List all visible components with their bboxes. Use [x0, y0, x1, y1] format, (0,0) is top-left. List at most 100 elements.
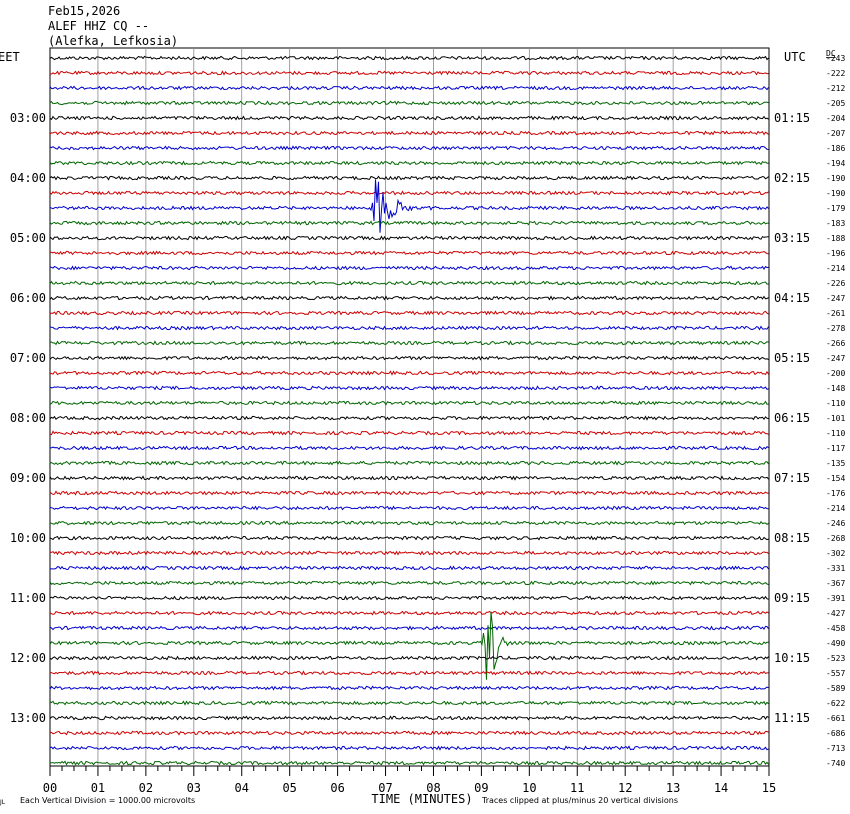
- trace-35: [49, 580, 769, 586]
- trace-41: [49, 670, 769, 676]
- trace-42: [49, 685, 769, 691]
- x-tick-label: 05: [282, 781, 296, 795]
- trace-17: [49, 310, 769, 316]
- dc-offset-label: -243: [826, 54, 845, 63]
- x-tick-label: 13: [666, 781, 680, 795]
- trace-38: [49, 625, 769, 631]
- left-hour-label: 11:00: [10, 591, 46, 605]
- trace-27: [49, 460, 769, 466]
- trace-1: [50, 70, 769, 76]
- trace-21: [49, 370, 769, 376]
- left-hour-label: 04:00: [10, 171, 46, 185]
- dc-offset-label: -148: [826, 384, 845, 393]
- trace-10: [49, 179, 769, 233]
- dc-offset-label: -523: [826, 654, 845, 663]
- right-hour-label: 11:15: [774, 711, 810, 725]
- trace-44: [49, 715, 769, 721]
- dc-offset-label: -589: [826, 684, 845, 693]
- dc-offset-label: -247: [826, 294, 845, 303]
- x-tick-label: 09: [474, 781, 488, 795]
- x-tick-label: 07: [378, 781, 392, 795]
- trace-20: [49, 355, 769, 361]
- header-date: Feb15,2026: [48, 4, 121, 18]
- dc-offset-label: -207: [826, 129, 845, 138]
- dc-offset-label: -179: [826, 204, 845, 213]
- right-hour-label: 05:15: [774, 351, 810, 365]
- trace-5: [49, 130, 769, 136]
- header-location: (Alefka, Lefkosia): [48, 34, 179, 48]
- dc-offset-label: -194: [826, 159, 845, 168]
- trace-15: [49, 280, 769, 286]
- dc-offset-label: -154: [826, 474, 845, 483]
- dc-offset-label: -204: [826, 114, 845, 123]
- left-hour-label: 09:00: [10, 471, 46, 485]
- dc-offset-label: -331: [826, 564, 845, 573]
- left-hour-label: 06:00: [10, 291, 46, 305]
- dc-offset-label: -214: [826, 264, 845, 273]
- trace-23: [49, 400, 769, 406]
- trace-36: [49, 595, 769, 601]
- dc-offset-label: -427: [826, 609, 845, 618]
- trace-0: [49, 55, 769, 61]
- dc-offset-label: -268: [826, 534, 845, 543]
- dc-offset-label: -713: [826, 744, 845, 753]
- right-hour-label: 03:15: [774, 231, 810, 245]
- trace-45: [49, 730, 769, 736]
- trace-4: [49, 115, 769, 121]
- x-tick-label: 08: [426, 781, 440, 795]
- x-tick-label: 04: [235, 781, 249, 795]
- trace-11: [49, 220, 769, 226]
- dc-offset-label: -490: [826, 639, 845, 648]
- trace-32: [49, 535, 769, 541]
- right-hour-label: 09:15: [774, 591, 810, 605]
- dc-offset-label: -367: [826, 579, 845, 588]
- trace-34: [49, 565, 769, 571]
- right-hour-label: 07:15: [774, 471, 810, 485]
- x-tick-label: 00: [43, 781, 57, 795]
- left-hour-label: 13:00: [10, 711, 46, 725]
- clip-note: Traces clipped at plus/minus 20 vertical…: [481, 796, 678, 805]
- trace-22: [49, 385, 769, 391]
- corner-mark: JL: [0, 799, 6, 806]
- dc-offset-label: -661: [826, 714, 845, 723]
- left-hour-label: 10:00: [10, 531, 46, 545]
- trace-31: [49, 520, 769, 526]
- trace-29: [49, 490, 769, 496]
- dc-offset-label: -135: [826, 459, 845, 468]
- right-timezone-label: UTC: [784, 50, 806, 64]
- dc-offset-label: -110: [826, 399, 845, 408]
- dc-offset-label: -188: [826, 234, 845, 243]
- x-tick-label: 14: [714, 781, 728, 795]
- trace-3: [49, 100, 769, 106]
- right-hour-label: 02:15: [774, 171, 810, 185]
- dc-offset-label: -183: [826, 219, 845, 228]
- x-tick-label: 03: [187, 781, 201, 795]
- x-tick-label: 11: [570, 781, 584, 795]
- trace-8: [49, 175, 769, 181]
- dc-offset-label: -101: [826, 414, 845, 423]
- dc-offset-label: -266: [826, 339, 845, 348]
- trace-9: [49, 190, 769, 196]
- dc-header-label: DC: [826, 49, 836, 58]
- x-tick-label: 15: [762, 781, 776, 795]
- dc-offset-label: -278: [826, 324, 845, 333]
- dc-offset-label: -205: [826, 99, 845, 108]
- dc-offset-label: -261: [826, 309, 845, 318]
- trace-18: [49, 325, 769, 331]
- x-tick-label: 02: [139, 781, 153, 795]
- trace-12: [49, 235, 769, 241]
- right-hour-label: 10:15: [774, 651, 810, 665]
- x-axis-title: TIME (MINUTES): [371, 792, 472, 806]
- dc-offset-label: -557: [826, 669, 845, 678]
- dc-offset-label: -196: [826, 249, 845, 258]
- trace-43: [49, 700, 769, 706]
- left-hour-label: 05:00: [10, 231, 46, 245]
- trace-33: [49, 550, 769, 556]
- dc-offset-label: -200: [826, 369, 845, 378]
- dc-offset-label: -391: [826, 594, 845, 603]
- scale-note: Each Vertical Division = 1000.00 microvo…: [20, 796, 195, 805]
- dc-offset-label: -190: [826, 189, 845, 198]
- trace-14: [49, 265, 769, 271]
- trace-39: [49, 611, 769, 680]
